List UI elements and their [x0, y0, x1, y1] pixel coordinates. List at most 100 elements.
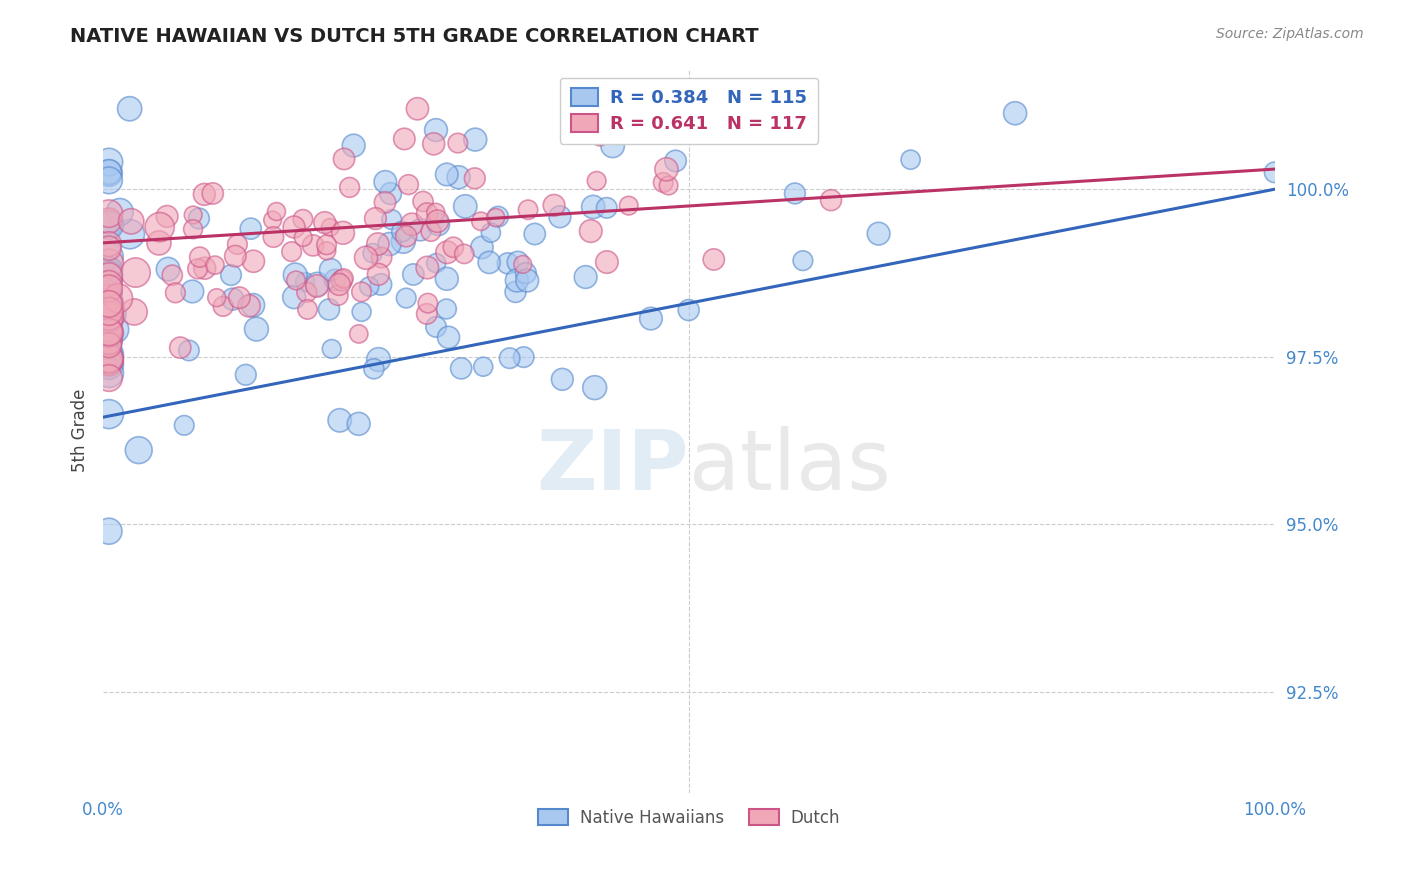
- Point: [498, 351, 520, 366]
- Point: [124, 266, 146, 280]
- Point: [406, 102, 429, 116]
- Point: [228, 291, 250, 305]
- Point: [416, 296, 439, 310]
- Point: [224, 249, 246, 263]
- Point: [585, 174, 607, 188]
- Point: [118, 102, 141, 116]
- Point: [98, 237, 121, 252]
- Point: [596, 201, 619, 215]
- Point: [505, 285, 527, 299]
- Point: [321, 342, 343, 356]
- Point: [98, 359, 121, 374]
- Point: [98, 299, 121, 313]
- Point: [395, 291, 418, 305]
- Point: [118, 227, 141, 241]
- Point: [426, 214, 449, 228]
- Point: [330, 273, 353, 287]
- Point: [98, 297, 121, 311]
- Point: [370, 277, 392, 292]
- Point: [98, 218, 121, 232]
- Point: [128, 443, 150, 458]
- Point: [364, 211, 387, 226]
- Point: [98, 268, 121, 282]
- Point: [792, 253, 814, 268]
- Point: [181, 222, 204, 236]
- Point: [181, 285, 204, 299]
- Point: [205, 291, 228, 305]
- Point: [315, 237, 337, 252]
- Point: [441, 240, 464, 254]
- Point: [582, 200, 605, 214]
- Point: [291, 212, 314, 227]
- Point: [319, 220, 342, 235]
- Point: [506, 255, 529, 269]
- Point: [329, 413, 352, 427]
- Point: [98, 273, 121, 287]
- Point: [98, 277, 121, 291]
- Point: [318, 302, 340, 317]
- Y-axis label: 5th Grade: 5th Grade: [72, 389, 89, 472]
- Point: [617, 199, 640, 213]
- Point: [579, 224, 602, 238]
- Point: [332, 226, 354, 240]
- Point: [425, 256, 447, 270]
- Point: [212, 299, 235, 313]
- Point: [98, 309, 121, 323]
- Point: [323, 273, 346, 287]
- Point: [868, 227, 890, 241]
- Point: [149, 220, 172, 235]
- Point: [516, 274, 538, 288]
- Point: [177, 343, 200, 358]
- Point: [479, 226, 502, 240]
- Point: [307, 277, 329, 292]
- Point: [401, 217, 423, 231]
- Point: [98, 262, 121, 277]
- Point: [292, 230, 315, 244]
- Point: [98, 310, 121, 325]
- Point: [98, 326, 121, 341]
- Point: [710, 124, 733, 138]
- Point: [425, 123, 447, 137]
- Point: [702, 102, 724, 116]
- Point: [98, 297, 121, 311]
- Point: [359, 279, 381, 293]
- Point: [370, 251, 392, 265]
- Point: [98, 356, 121, 370]
- Point: [101, 307, 124, 321]
- Point: [422, 136, 444, 151]
- Point: [283, 290, 305, 304]
- Point: [201, 186, 224, 201]
- Point: [188, 250, 211, 264]
- Point: [98, 155, 121, 169]
- Point: [437, 330, 460, 344]
- Point: [284, 268, 307, 282]
- Point: [640, 311, 662, 326]
- Point: [343, 138, 366, 153]
- Text: Source: ZipAtlas.com: Source: ZipAtlas.com: [1216, 27, 1364, 41]
- Point: [472, 359, 495, 374]
- Point: [471, 240, 494, 254]
- Point: [319, 262, 342, 277]
- Point: [295, 285, 318, 300]
- Point: [302, 238, 325, 252]
- Point: [506, 273, 529, 287]
- Point: [347, 326, 370, 341]
- Point: [98, 286, 121, 301]
- Point: [305, 279, 328, 293]
- Point: [678, 303, 700, 318]
- Point: [436, 245, 458, 260]
- Point: [512, 257, 534, 271]
- Point: [222, 292, 245, 306]
- Point: [98, 304, 121, 318]
- Point: [98, 351, 121, 366]
- Point: [658, 178, 681, 193]
- Point: [589, 129, 612, 144]
- Point: [98, 338, 121, 352]
- Point: [425, 205, 447, 219]
- Point: [98, 371, 121, 385]
- Point: [598, 102, 620, 116]
- Point: [98, 293, 121, 308]
- Point: [664, 153, 686, 168]
- Point: [187, 211, 209, 226]
- Point: [517, 202, 540, 217]
